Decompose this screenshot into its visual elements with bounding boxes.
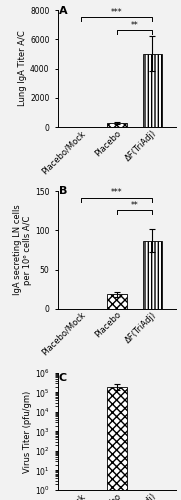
Text: C: C <box>59 372 67 382</box>
Y-axis label: Lung IgA Titer A/C: Lung IgA Titer A/C <box>18 30 27 106</box>
Y-axis label: IgA secreting LN cells
per 10⁶ cells A/C: IgA secreting LN cells per 10⁶ cells A/C <box>13 204 32 296</box>
Bar <box>143 54 162 127</box>
Text: ***: *** <box>111 8 123 17</box>
Text: **: ** <box>131 21 138 30</box>
Bar <box>107 294 127 308</box>
Text: **: ** <box>131 200 138 209</box>
Bar <box>107 122 127 127</box>
Text: ***: *** <box>111 188 123 197</box>
Y-axis label: Virus Titer (pfu/gm): Virus Titer (pfu/gm) <box>23 390 32 472</box>
Text: B: B <box>59 186 67 196</box>
Text: A: A <box>59 6 68 16</box>
Bar <box>143 240 162 308</box>
Bar <box>107 386 127 500</box>
